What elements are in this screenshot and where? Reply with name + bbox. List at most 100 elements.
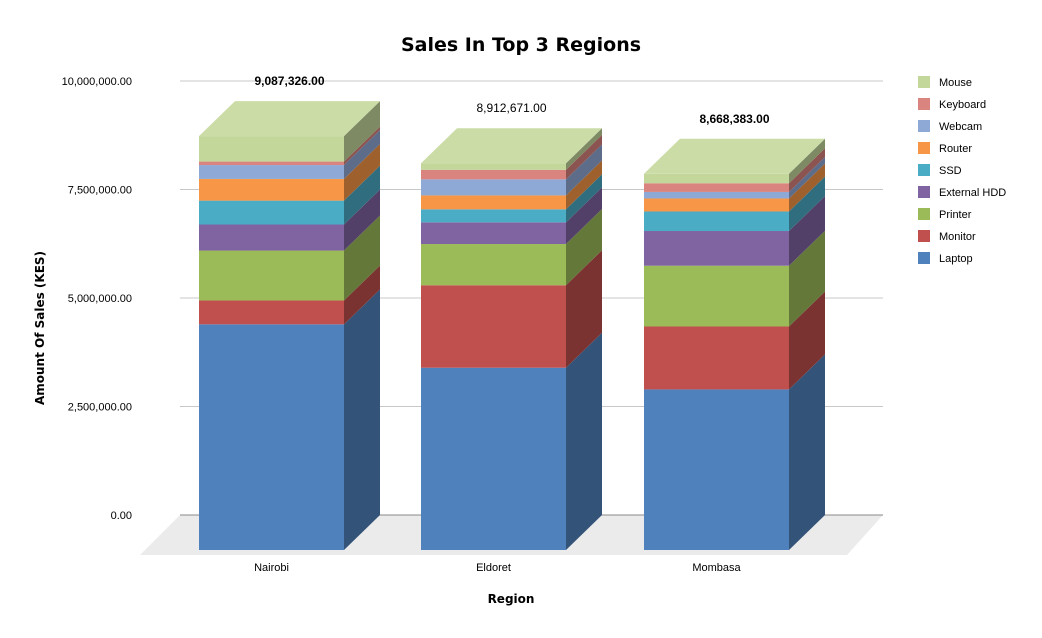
x-axis-title: Region bbox=[488, 592, 535, 606]
bar-side-laptop bbox=[344, 289, 380, 550]
y-axis-ticks: 0.00 2,500,000.00 5,000,000.00 7,500,000.00… bbox=[62, 76, 132, 522]
bar-segment-router bbox=[644, 198, 789, 212]
y-tick-label: 10,000,000.00 bbox=[62, 76, 132, 88]
bar-side-keyboard bbox=[344, 126, 380, 166]
legend-swatch bbox=[918, 120, 930, 132]
bar-segment-keyboard bbox=[199, 161, 344, 166]
bar-segment-external-hdd bbox=[421, 222, 566, 245]
bar-top-face bbox=[644, 138, 825, 174]
bar-side-monitor bbox=[789, 291, 825, 390]
legend-label: External HDD bbox=[939, 187, 1006, 199]
x-axis-categories: Nairobi Eldoret Mombasa bbox=[254, 562, 741, 574]
bar-segment-keyboard bbox=[644, 183, 789, 192]
bar-segment-ssd bbox=[644, 211, 789, 232]
legend-item: Printer bbox=[918, 208, 972, 221]
legend-label: Keyboard bbox=[939, 99, 986, 111]
bar-mombasa bbox=[644, 138, 825, 550]
legend-item: Keyboard bbox=[918, 98, 986, 111]
bar-segment-printer bbox=[644, 265, 789, 327]
legend-label: Laptop bbox=[939, 253, 973, 265]
bar-segment-external-hdd bbox=[199, 224, 344, 251]
legend-swatch bbox=[918, 186, 930, 198]
legend: Mouse Keyboard Webcam Router SSD External HDD… bbox=[918, 76, 1006, 265]
bar-segment-ssd bbox=[199, 200, 344, 225]
bar-side-ssd bbox=[566, 174, 602, 223]
legend-item: Router bbox=[918, 142, 972, 155]
legend-label: SSD bbox=[939, 165, 962, 177]
bar-side-keyboard bbox=[566, 134, 602, 180]
legend-swatch bbox=[918, 142, 930, 154]
total-labels: 9,087,326.00 8,912,671.00 8,668,383.00 bbox=[254, 74, 769, 126]
legend-swatch bbox=[918, 208, 930, 220]
bar-side-webcam bbox=[789, 156, 825, 199]
bar-top-face bbox=[421, 128, 602, 164]
bar-side-laptop bbox=[566, 332, 602, 550]
bar-side-printer bbox=[789, 230, 825, 327]
bar-side-printer bbox=[344, 215, 380, 301]
bar-side-router bbox=[344, 143, 380, 201]
legend-label: Webcam bbox=[939, 121, 982, 133]
bar-segment-mouse bbox=[644, 173, 789, 184]
bar-segment-laptop bbox=[644, 389, 789, 550]
legend-item: SSD bbox=[918, 164, 962, 177]
bar-segment-keyboard bbox=[421, 169, 566, 180]
bar-segment-webcam bbox=[644, 191, 789, 199]
bar-eldoret bbox=[421, 128, 602, 550]
legend-label: Router bbox=[939, 143, 972, 155]
bar-side-external-hdd bbox=[789, 196, 825, 266]
total-label: 9,087,326.00 bbox=[254, 74, 324, 88]
bar-side-printer bbox=[566, 209, 602, 286]
bar-side-monitor bbox=[344, 265, 380, 325]
bar-segment-laptop bbox=[199, 324, 344, 550]
legend-item: External HDD bbox=[918, 186, 1006, 199]
total-label: 8,668,383.00 bbox=[699, 112, 769, 126]
bar-side-router bbox=[789, 163, 825, 212]
legend-swatch bbox=[918, 76, 930, 88]
bar-side-external-hdd bbox=[566, 187, 602, 245]
bar-segment-monitor bbox=[644, 326, 789, 390]
bar-nairobi bbox=[199, 101, 380, 550]
legend-swatch bbox=[918, 230, 930, 242]
bar-side-keyboard bbox=[789, 148, 825, 192]
y-axis-title: Amount Of Sales (KES) bbox=[33, 251, 47, 405]
bar-segment-monitor bbox=[421, 285, 566, 368]
bar-side-ssd bbox=[789, 176, 825, 232]
bar-segment-printer bbox=[421, 244, 566, 286]
bar-segment-router bbox=[199, 178, 344, 201]
bars bbox=[199, 101, 825, 550]
legend-item: Webcam bbox=[918, 120, 982, 133]
legend-label: Mouse bbox=[939, 77, 972, 89]
total-label: 8,912,671.00 bbox=[476, 101, 546, 115]
bar-side-laptop bbox=[789, 354, 825, 550]
bar-segment-mouse bbox=[199, 136, 344, 162]
legend-item: Monitor bbox=[918, 230, 976, 243]
legend-swatch bbox=[918, 252, 930, 264]
bar-side-router bbox=[566, 160, 602, 210]
legend-label: Monitor bbox=[939, 231, 976, 243]
legend-item: Laptop bbox=[918, 252, 973, 265]
bar-segment-mouse bbox=[421, 163, 566, 170]
bar-side-webcam bbox=[566, 144, 602, 196]
bar-top-face bbox=[199, 101, 380, 137]
category-label: Nairobi bbox=[254, 562, 289, 574]
bar-side-mouse bbox=[566, 128, 602, 170]
bar-segment-monitor bbox=[199, 300, 344, 325]
bar-side-mouse bbox=[789, 138, 825, 184]
bar-segment-webcam bbox=[199, 165, 344, 179]
y-tick-label: 5,000,000.00 bbox=[68, 293, 132, 305]
bar-segment-router bbox=[421, 195, 566, 210]
y-tick-label: 7,500,000.00 bbox=[68, 185, 132, 197]
category-label: Mombasa bbox=[692, 562, 741, 574]
y-tick-label: 0.00 bbox=[111, 510, 132, 522]
legend-item: Mouse bbox=[918, 76, 972, 89]
bar-segment-webcam bbox=[421, 179, 566, 196]
legend-label: Printer bbox=[939, 209, 972, 221]
bar-side-external-hdd bbox=[344, 189, 380, 251]
category-label: Eldoret bbox=[476, 562, 511, 574]
bar-side-ssd bbox=[344, 165, 380, 225]
y-tick-label: 2,500,000.00 bbox=[68, 402, 132, 414]
bar-side-mouse bbox=[344, 101, 380, 162]
bar-segment-external-hdd bbox=[644, 231, 789, 266]
bar-side-webcam bbox=[344, 130, 380, 179]
